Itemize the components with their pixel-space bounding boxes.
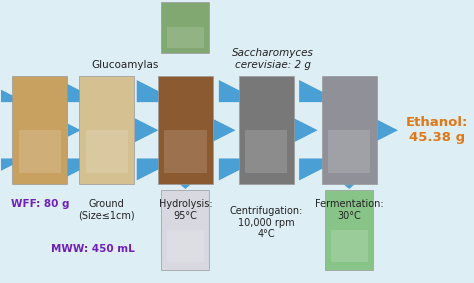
Polygon shape	[170, 153, 201, 189]
FancyBboxPatch shape	[18, 130, 61, 173]
FancyBboxPatch shape	[164, 130, 207, 173]
FancyBboxPatch shape	[80, 76, 134, 184]
Text: Centrifugation:
10,000 rpm
4°C: Centrifugation: 10,000 rpm 4°C	[229, 206, 303, 239]
Polygon shape	[299, 80, 399, 181]
Text: Hydrolysis:
95°C: Hydrolysis: 95°C	[158, 199, 212, 221]
FancyBboxPatch shape	[167, 230, 204, 262]
Polygon shape	[334, 153, 364, 189]
FancyBboxPatch shape	[331, 230, 368, 262]
Text: MWW: 450 mL: MWW: 450 mL	[51, 244, 135, 254]
Text: Glucoamylas: Glucoamylas	[91, 60, 159, 70]
Polygon shape	[137, 80, 236, 181]
Text: WFF: 80 g: WFF: 80 g	[11, 199, 69, 209]
FancyBboxPatch shape	[161, 1, 210, 53]
FancyBboxPatch shape	[325, 190, 373, 270]
FancyBboxPatch shape	[322, 76, 377, 184]
FancyBboxPatch shape	[245, 130, 287, 173]
Text: Saccharomyces
cerevisiae: 2 g: Saccharomyces cerevisiae: 2 g	[232, 48, 314, 70]
Text: Ground
(Size≤1cm): Ground (Size≤1cm)	[79, 199, 135, 221]
Polygon shape	[219, 80, 319, 181]
FancyBboxPatch shape	[86, 130, 128, 173]
Polygon shape	[170, 77, 201, 106]
FancyBboxPatch shape	[328, 130, 371, 173]
FancyBboxPatch shape	[158, 76, 213, 184]
Text: Ethanol:
45.38 g: Ethanol: 45.38 g	[406, 116, 468, 144]
FancyBboxPatch shape	[167, 27, 204, 48]
Polygon shape	[59, 80, 159, 181]
FancyBboxPatch shape	[161, 190, 210, 270]
Text: Fermentation:
30°C: Fermentation: 30°C	[315, 199, 383, 221]
Polygon shape	[0, 80, 82, 181]
FancyBboxPatch shape	[239, 76, 293, 184]
FancyBboxPatch shape	[12, 76, 67, 184]
